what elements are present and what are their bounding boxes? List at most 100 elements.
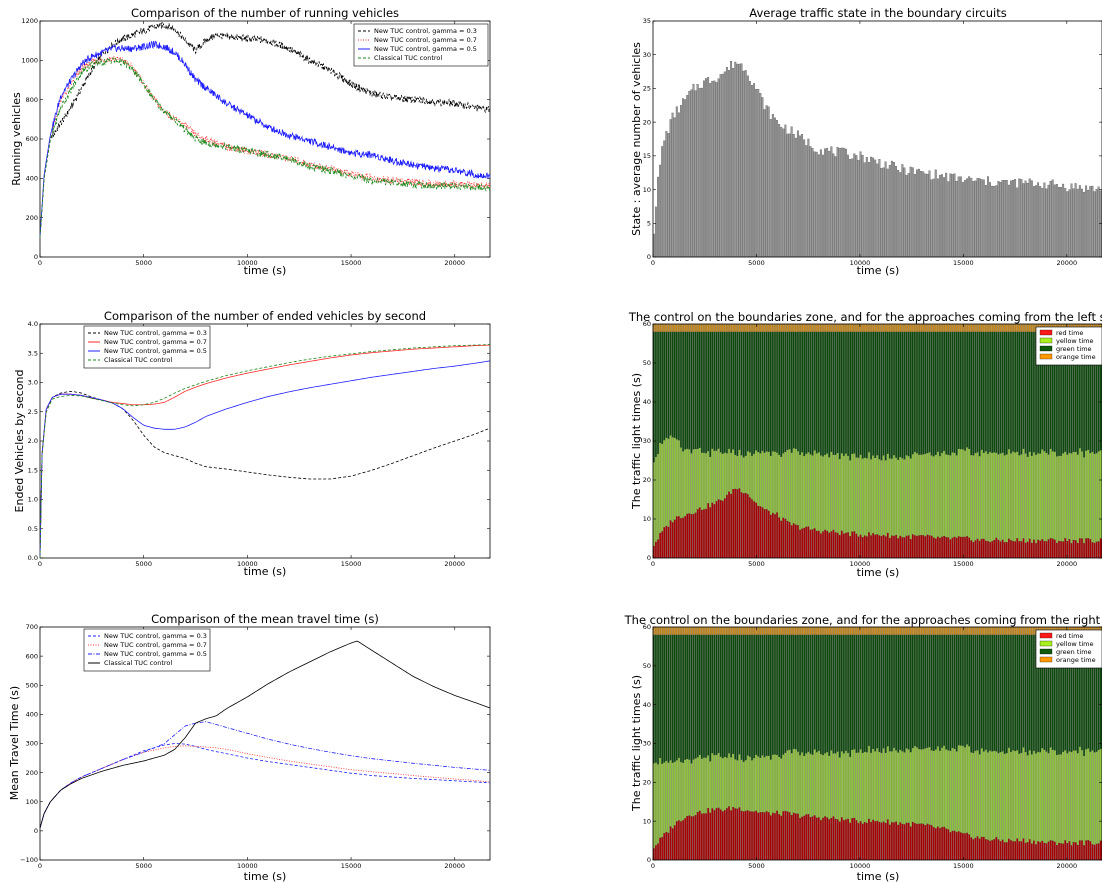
bar	[1070, 183, 1073, 258]
legend-label: New TUC control, gamma = 0.5	[104, 650, 207, 658]
stacked-bar-segment	[671, 634, 674, 763]
stacked-bar-segment	[832, 626, 835, 635]
stacked-bar-segment	[855, 634, 858, 753]
stacked-bar-segment	[726, 323, 728, 332]
stacked-bar-segment	[761, 755, 764, 813]
stacked-bar-segment	[803, 626, 806, 635]
stacked-bar-segment	[746, 626, 749, 635]
stacked-bar-segment	[1018, 634, 1021, 754]
stacked-bar-segment	[717, 634, 720, 753]
stacked-bar-segment	[861, 823, 864, 861]
y-tick-label: 2.0	[28, 437, 38, 445]
series-line-3	[39, 360, 491, 559]
stacked-bar-segment	[801, 528, 804, 559]
stacked-bar-segment	[826, 331, 829, 454]
stacked-bar-segment	[1051, 840, 1054, 861]
stacked-bar-segment	[993, 626, 996, 635]
stacked-bar-segment	[761, 811, 764, 861]
stacked-bar-segment	[1026, 456, 1029, 542]
stacked-bar-segment	[794, 634, 797, 750]
stacked-bar-segment	[853, 634, 856, 750]
stacked-bar-segment	[982, 626, 985, 635]
bar	[659, 164, 662, 258]
stacked-bar-segment	[959, 323, 962, 332]
stacked-bar-segment	[1091, 451, 1094, 543]
stacked-bar-segment	[905, 748, 908, 823]
stacked-bar-segment	[893, 454, 895, 537]
stacked-bar-segment	[918, 626, 921, 635]
bar	[1014, 179, 1017, 258]
stacked-bar-segment	[709, 626, 712, 635]
stacked-bar-segment	[1016, 451, 1019, 539]
stacked-bar-segment	[797, 813, 799, 861]
stacked-bar-segment	[968, 448, 971, 538]
stacked-bar-segment	[822, 331, 824, 457]
stacked-bar-segment	[671, 437, 674, 523]
stacked-bar-segment	[705, 634, 707, 758]
stacked-bar-segment	[1047, 454, 1050, 540]
stacked-bar-segment	[734, 759, 737, 809]
stacked-bar-segment	[903, 634, 906, 753]
stacked-bar-segment	[715, 634, 718, 755]
stacked-bar-segment	[769, 331, 772, 456]
bar	[865, 157, 868, 258]
stacked-bar-segment	[698, 810, 701, 861]
stacked-bar-segment	[711, 448, 714, 503]
stacked-bar-segment	[828, 819, 831, 861]
stacked-bar-segment	[761, 626, 764, 635]
stacked-bar-segment	[1078, 840, 1081, 861]
stacked-bar-segment	[765, 509, 768, 559]
stacked-bar-segment	[999, 541, 1002, 559]
legend-swatch	[1039, 345, 1053, 352]
stacked-bar-segment	[1074, 750, 1077, 843]
stacked-bar-segment	[794, 813, 797, 861]
stacked-bar-segment	[916, 626, 918, 635]
stacked-bar-segment	[746, 810, 749, 861]
legend-label: New TUC control, gamma = 0.7	[104, 641, 207, 649]
stacked-bar-segment	[707, 808, 710, 861]
bar	[682, 98, 684, 258]
bar	[980, 179, 983, 258]
stacked-bar-segment	[794, 749, 797, 814]
stacked-bar-segment	[1051, 451, 1054, 539]
stacked-bar-segment	[941, 634, 943, 748]
stacked-bar-segment	[665, 323, 668, 332]
bar	[941, 174, 943, 258]
legend-label: New TUC control, gamma = 0.3	[104, 329, 207, 337]
stacked-bar-segment	[932, 626, 935, 635]
bar	[1009, 180, 1012, 258]
stacked-bar-segment	[690, 323, 693, 332]
stacked-bar-segment	[913, 535, 916, 559]
stacked-bar-segment	[901, 458, 904, 538]
stacked-bar-segment	[813, 626, 816, 635]
stacked-bar-segment	[665, 626, 668, 635]
stacked-bar-segment	[778, 814, 781, 861]
stacked-bar-segment	[769, 514, 772, 559]
stacked-bar-segment	[761, 507, 764, 559]
stacked-bar-segment	[657, 453, 659, 540]
bar	[968, 176, 971, 258]
stacked-bar-segment	[1037, 751, 1040, 842]
stacked-bar-segment	[669, 626, 672, 635]
stacked-bar-segment	[953, 536, 956, 559]
stacked-bar-segment	[755, 331, 758, 451]
stacked-bar-segment	[1095, 541, 1098, 559]
stacked-bar-segment	[717, 499, 720, 559]
stacked-bar-segment	[803, 527, 806, 559]
stacked-bar-segment	[962, 449, 964, 538]
stacked-bar-segment	[717, 626, 720, 635]
stacked-bar-segment	[1093, 844, 1096, 861]
legend-label: yellow time	[1056, 640, 1094, 648]
stacked-bar-segment	[822, 754, 824, 819]
stacked-bar-segment	[677, 440, 680, 517]
stacked-bar-segment	[1028, 331, 1031, 452]
stacked-bar-segment	[786, 750, 789, 812]
stacked-bar-segment	[719, 452, 722, 501]
stacked-bar-segment	[924, 626, 927, 635]
stacked-bar-segment	[753, 323, 756, 332]
series-line-2	[39, 745, 491, 829]
bar	[1058, 187, 1060, 258]
stacked-bar-segment	[949, 331, 952, 456]
stacked-bar-segment	[855, 457, 858, 534]
bar	[688, 91, 691, 258]
